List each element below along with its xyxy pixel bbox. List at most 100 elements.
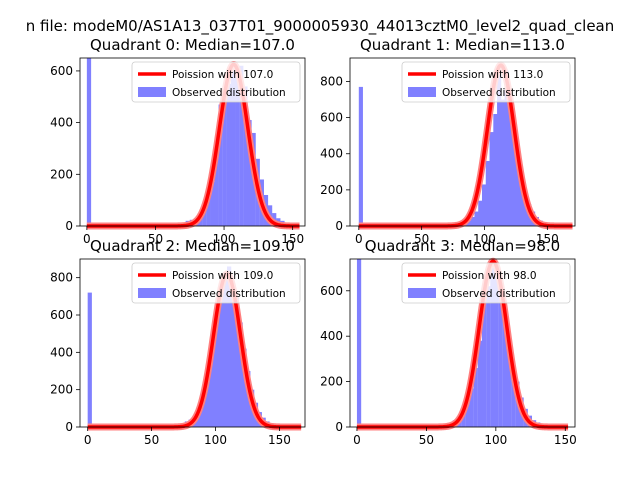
- x-tick-label: 50: [148, 232, 163, 246]
- legend-obs-swatch: [408, 288, 436, 298]
- y-tick-label: 400: [320, 329, 343, 343]
- y-tick-label: 400: [50, 345, 73, 359]
- y-tick-label: 600: [50, 64, 73, 78]
- legend-box: [131, 61, 301, 103]
- histogram-bar: [502, 308, 508, 427]
- x-tick-label: 150: [281, 232, 304, 246]
- x-tick-label: 100: [473, 232, 496, 246]
- x-tick-label: 0: [353, 433, 361, 447]
- histogram-bar: [498, 290, 503, 427]
- histogram-bar: [227, 266, 232, 427]
- quadrant-0-panel: 0 50 100 150 0 200 400 600 Quadrant 0: Median=10…: [50, 36, 306, 246]
- x-tick-label: 50: [144, 433, 159, 447]
- quadrant-3-panel: 0 50 100 150 0 200 400 600 Quadrant 3: Median=98…: [320, 237, 577, 447]
- legend-box: [131, 262, 301, 304]
- y-tick-label: 600: [320, 111, 343, 125]
- histogram-bar: [242, 348, 247, 427]
- histogram-bar: [473, 367, 478, 427]
- histogram-bar: [238, 322, 243, 427]
- y-tick-label: 0: [65, 219, 73, 233]
- legend-obs-swatch: [138, 288, 166, 298]
- legend-obs-label: Observed distribution: [172, 87, 286, 99]
- histogram-bar: [235, 68, 240, 226]
- panel-title: Quadrant 2: Median=109.0: [90, 237, 295, 255]
- legend: Poission with 107.0 Observed distribution: [131, 61, 301, 103]
- histogram-bar: [466, 220, 472, 226]
- histogram-bar: [481, 299, 487, 427]
- histogram-bar: [493, 114, 498, 226]
- histogram-bar: [504, 70, 509, 226]
- histogram-bar: [243, 86, 248, 226]
- histogram-bar: [494, 263, 499, 427]
- y-tick-label: 600: [50, 308, 73, 322]
- x-tick-label: 100: [213, 232, 236, 246]
- histogram-bar: [481, 184, 487, 226]
- histogram-bar: [230, 70, 236, 226]
- x-tick-label: 150: [268, 433, 291, 447]
- y-tick-label: 400: [320, 147, 343, 161]
- panel-title: Quadrant 0: Median=107.0: [90, 36, 295, 54]
- y-tick-label: 400: [50, 116, 73, 130]
- histogram-bar: [461, 413, 466, 427]
- histogram-bar: [358, 86, 363, 226]
- legend-obs-swatch: [138, 87, 166, 97]
- histogram-bar: [506, 336, 512, 427]
- histogram-bar: [469, 388, 474, 427]
- histogram-bar: [515, 150, 521, 226]
- histogram-bar: [86, 58, 92, 226]
- legend-obs-label: Observed distribution: [442, 288, 556, 300]
- histogram-bars: [356, 259, 549, 427]
- histogram-bar: [214, 153, 219, 226]
- quadrant-2-panel: 0 50 100 150 0 200 400 600 800 Quadrant 2: Median…: [50, 237, 306, 447]
- histogram-bar: [218, 104, 223, 226]
- histogram-bar: [210, 182, 215, 226]
- legend: Poission with 113.0 Observed distribution: [401, 61, 571, 103]
- x-tick-label: 0: [83, 232, 91, 246]
- histogram-bar: [519, 171, 524, 226]
- x-tick-label: 50: [414, 232, 429, 246]
- panel-title: Quadrant 1: Median=113.0: [360, 36, 565, 54]
- histogram-bar: [508, 99, 513, 226]
- y-tick-label: 200: [320, 183, 343, 197]
- histogram-bar: [489, 132, 494, 226]
- histogram-bar: [223, 277, 228, 427]
- legend-obs-label: Observed distribution: [172, 288, 286, 300]
- histogram-bars: [86, 58, 297, 226]
- x-tick-label: 50: [419, 433, 434, 447]
- y-tick-label: 200: [320, 375, 343, 389]
- legend-fit-label: Poission with 107.0: [172, 69, 273, 81]
- y-tick-label: 200: [50, 383, 73, 397]
- histogram-bar: [226, 83, 232, 226]
- histogram-bar: [204, 378, 209, 427]
- y-tick-label: 0: [335, 219, 343, 233]
- legend-obs-swatch: [408, 87, 436, 97]
- histogram-bar: [206, 197, 211, 226]
- histogram-bar: [500, 99, 505, 226]
- histogram-bar: [207, 356, 213, 427]
- histogram-bar: [465, 404, 470, 427]
- quadrant-1-panel: 0 50 100 150 0 200 400 600 800 Quadrant 1: Median…: [320, 36, 576, 246]
- figure-title: n file: modeM0/AS1A13_037T01_9000005930_…: [26, 17, 615, 36]
- legend-obs-label: Observed distribution: [442, 87, 556, 99]
- histogram-bar: [247, 120, 252, 226]
- legend: Poission with 109.0 Observed distribution: [131, 262, 301, 304]
- histogram-bar: [87, 292, 92, 427]
- legend: Poission with 98.0 Observed distribution: [401, 262, 571, 304]
- y-tick-label: 600: [320, 284, 343, 298]
- x-tick-label: 100: [484, 433, 507, 447]
- histogram-bar: [478, 200, 483, 226]
- histogram-bar: [511, 363, 516, 427]
- histogram-bar: [486, 286, 491, 427]
- axes-frame: [349, 258, 576, 428]
- axes-frame: [79, 258, 306, 428]
- axes-frame: [79, 57, 306, 227]
- histogram-bar: [356, 259, 362, 427]
- histogram-bar: [477, 340, 483, 427]
- legend-fit-label: Poission with 98.0: [442, 270, 537, 282]
- histogram-bar: [200, 397, 205, 427]
- histogram-bar: [490, 268, 495, 427]
- x-tick-label: 0: [84, 433, 92, 447]
- panel-title: Quadrant 3: Median=98.0: [365, 237, 560, 255]
- histogram-bar: [470, 216, 475, 226]
